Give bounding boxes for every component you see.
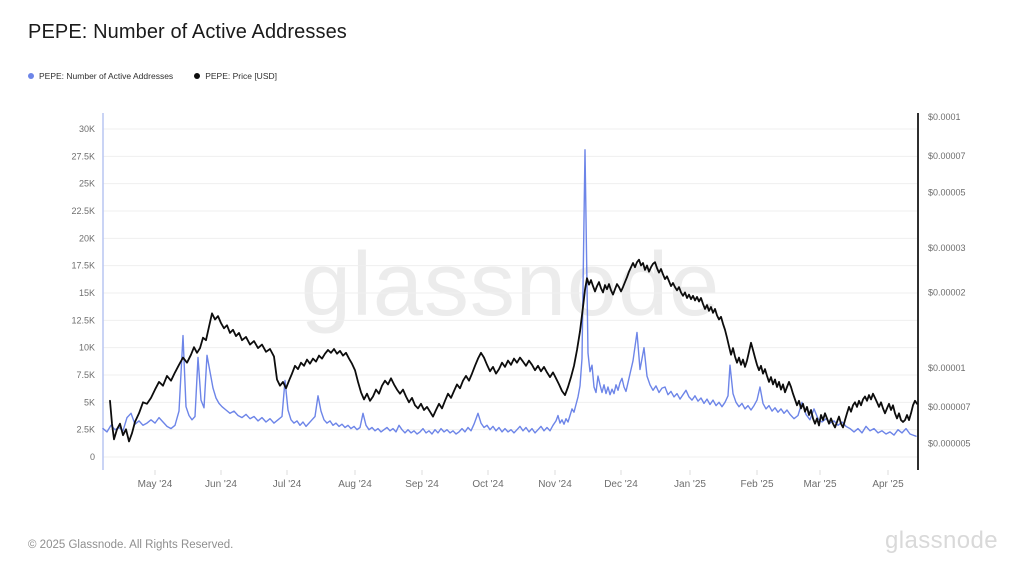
x-axis-tick-label: Apr '25 (872, 479, 904, 490)
right-axis-tick-label: $0.00007 (928, 151, 966, 161)
left-axis-tick-label: 17.5K (71, 261, 95, 271)
left-axis-tick-label: 5K (84, 397, 95, 407)
left-axis-tick-label: 20K (79, 233, 95, 243)
right-axis-tick-label: $0.00002 (928, 287, 966, 297)
legend-dot-active-addresses (28, 73, 34, 79)
left-axis-tick-label: 30K (79, 124, 95, 134)
legend: PEPE: Number of Active Addresses PEPE: P… (28, 71, 277, 81)
price-line (109, 258, 918, 443)
left-axis-labels: 30K 27.5K 25K 22.5K 20K 17.5K 15K 12.5K 10K 7.5K 5… (71, 124, 95, 462)
left-axis-tick-label: 7.5K (76, 370, 95, 380)
x-axis-tick-label: Aug '24 (338, 479, 372, 490)
gridlines (103, 128, 918, 458)
left-axis-tick-label: 12.5K (71, 315, 95, 325)
legend-label-active-addresses: PEPE: Number of Active Addresses (39, 71, 174, 81)
x-axis-tick-label: Oct '24 (472, 479, 504, 490)
page-title: PEPE: Number of Active Addresses (28, 21, 347, 43)
left-axis-tick-label: 22.5K (71, 206, 95, 216)
right-axis-tick-label: $0.0001 (928, 112, 961, 122)
x-axis: May '24 Jun '24 Jul '24 Aug '24 Sep '24 Oct '… (138, 470, 904, 490)
active-addresses-line (102, 149, 917, 437)
x-axis-tick-label: Dec '24 (604, 479, 638, 490)
legend-dot-price (194, 73, 201, 79)
legend-label-price: PEPE: Price [USD] (205, 71, 277, 81)
x-axis-tick-label: Sep '24 (405, 479, 439, 490)
right-axis-tick-label: $0.00001 (928, 363, 966, 373)
x-axis-tick-label: Feb '25 (740, 479, 773, 490)
x-axis-tick-label: Mar '25 (803, 479, 836, 490)
copyright-text: © 2025 Glassnode. All Rights Reserved. (28, 539, 234, 551)
x-axis-tick-label: Jun '24 (205, 479, 237, 490)
left-axis-tick-label: 2.5K (76, 425, 95, 435)
left-axis-tick-label: 0 (90, 452, 95, 462)
x-axis-tick-label: May '24 (138, 479, 173, 490)
right-axis-labels: $0.0001 $0.00007 $0.00005 $0.00003 $0.00002 $… (928, 112, 971, 449)
left-axis-tick-label: 15K (79, 288, 95, 298)
x-axis-tick-label: Jan '25 (674, 479, 706, 490)
right-axis-tick-label: $0.000005 (928, 439, 971, 449)
legend-item-active-addresses[interactable]: PEPE: Number of Active Addresses (28, 71, 173, 81)
left-axis-tick-label: 27.5K (71, 151, 95, 161)
legend-item-price[interactable]: PEPE: Price [USD] (194, 71, 277, 81)
left-axis-tick-label: 25K (79, 179, 95, 189)
left-axis-tick-label: 10K (79, 343, 95, 353)
right-axis-tick-label: $0.00005 (928, 188, 966, 198)
x-axis-tick-label: Nov '24 (538, 479, 572, 490)
right-axis-tick-label: $0.00003 (928, 243, 966, 253)
right-axis-tick-label: $0.000007 (928, 402, 971, 412)
x-axis-tick-label: Jul '24 (273, 479, 302, 490)
glassnode-logo: glassnode (884, 527, 998, 554)
